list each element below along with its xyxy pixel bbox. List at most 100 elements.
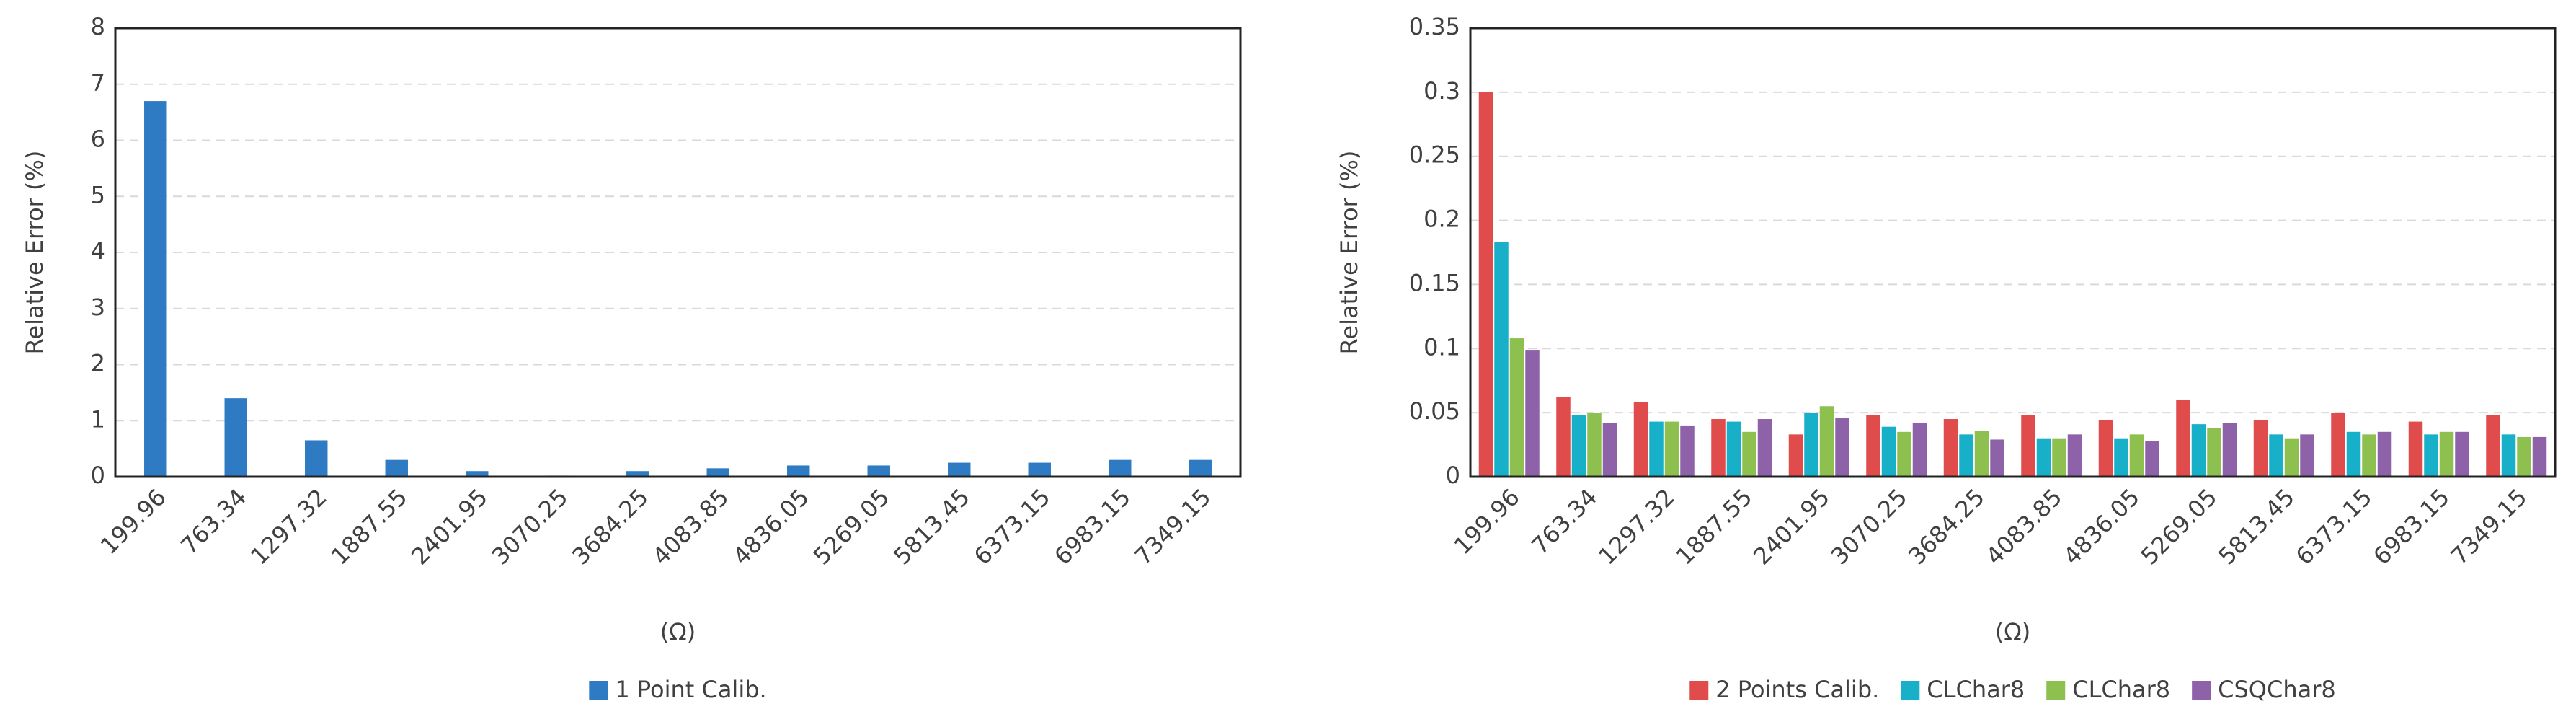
y-tick-label: 4 (91, 237, 105, 265)
bar (2129, 434, 2144, 477)
x-tick-label: 2401.95 (406, 483, 492, 570)
x-tick-label: 3684.25 (567, 483, 653, 570)
y-tick-label: 2 (91, 350, 105, 377)
x-tick-label: 3070.25 (1826, 483, 1912, 570)
y-tick-label: 0.35 (1409, 13, 1460, 40)
x-tick-label: 5813.45 (888, 483, 974, 570)
bar (144, 101, 167, 477)
bar (2284, 438, 2299, 477)
bar (1711, 419, 1726, 477)
x-tick-label: 763.34 (175, 483, 252, 560)
x-tick-label: 4836.05 (2058, 483, 2144, 570)
bar (2269, 434, 2283, 477)
bar (1664, 421, 1679, 477)
x-tick-label: 6373.15 (969, 483, 1055, 570)
legend-label: CLChar8 (2072, 676, 2170, 703)
bar (1109, 459, 1132, 477)
bar (1028, 462, 1051, 477)
x-tick-label: 763.34 (1526, 483, 1602, 560)
bar (2176, 400, 2190, 477)
bar (1788, 434, 1803, 477)
bar (2532, 436, 2547, 477)
bar (1804, 413, 1818, 477)
bar (1943, 419, 1958, 477)
x-tick-label: 1887.55 (326, 483, 412, 570)
y-tick-label: 0.05 (1409, 397, 1460, 425)
bar (2021, 415, 2035, 477)
legend-label: CLChar8 (1927, 676, 2025, 703)
bar (2455, 431, 2469, 477)
legend-swatch (2192, 681, 2211, 700)
bar (2331, 413, 2345, 477)
bar (2052, 438, 2066, 477)
y-tick-label: 3 (91, 294, 105, 321)
y-tick-label: 5 (91, 181, 105, 208)
bar (1912, 423, 1927, 477)
bar (1726, 421, 1741, 477)
bar (626, 471, 649, 477)
x-tick-label: 3684.25 (1903, 483, 1989, 570)
y-tick-label: 0 (91, 462, 105, 489)
y-axis-title: Relative Error (%) (21, 151, 48, 355)
y-tick-label: 0 (1446, 462, 1460, 489)
bar (2424, 434, 2438, 477)
y-tick-label: 0.15 (1409, 269, 1460, 296)
x-tick-label: 5813.45 (2213, 483, 2299, 570)
y-tick-label: 8 (91, 13, 105, 40)
x-tick-label: 4083.85 (647, 483, 734, 570)
bar (1509, 338, 1524, 477)
bar (2253, 420, 2268, 477)
y-tick-label: 6 (91, 125, 105, 153)
x-tick-label: 2401.95 (1748, 483, 1834, 570)
bar (1819, 406, 1834, 477)
bar (1990, 439, 2004, 477)
bar (2067, 434, 2082, 477)
bar (1974, 431, 1989, 477)
bar (1866, 415, 1880, 477)
x-axis-title: (Ω) (660, 618, 696, 646)
legend-label: 2 Points Calib. (1715, 676, 1879, 703)
y-tick-label: 1 (91, 405, 105, 433)
bar (224, 398, 247, 477)
bar (2222, 423, 2237, 477)
x-tick-label: 1297.32 (1593, 483, 1679, 570)
bar (2346, 431, 2361, 477)
bar (2114, 438, 2128, 477)
bar (1649, 421, 1664, 477)
x-tick-label: 5269.05 (808, 483, 894, 570)
bar (2191, 424, 2206, 477)
bar (2486, 415, 2500, 477)
bar (1571, 415, 1586, 477)
bar (1587, 413, 1602, 477)
legend-swatch (1901, 681, 1920, 700)
x-tick-label: 4836.05 (727, 483, 814, 570)
bar (2408, 421, 2423, 477)
bar (2439, 431, 2454, 477)
bar (1680, 425, 1695, 477)
x-tick-label: 1297.32 (245, 483, 332, 570)
plot-frame (114, 27, 1242, 478)
legend-label: CSQChar8 (2218, 676, 2336, 703)
y-tick-label: 0.1 (1424, 333, 1460, 361)
x-tick-label: 199.96 (95, 483, 172, 560)
bar (2517, 436, 2531, 477)
y-tick-label: 7 (91, 69, 105, 97)
legend-label: 1 Point Calib. (615, 676, 766, 703)
x-tick-label: 4083.85 (1981, 483, 2067, 570)
legend-swatch (589, 681, 608, 700)
x-axis-title: (Ω) (1995, 618, 2030, 646)
bar (2300, 434, 2314, 477)
bar (1494, 242, 1509, 477)
bar (305, 440, 328, 477)
bar (1478, 92, 1493, 477)
bar (706, 468, 729, 477)
bar (2207, 428, 2221, 477)
bar (1633, 402, 1648, 477)
bar (2501, 434, 2516, 477)
bar (1189, 459, 1212, 477)
bar (1556, 397, 1571, 477)
x-tick-label: 7349.15 (1129, 483, 1216, 570)
bar (2377, 431, 2392, 477)
bar (1959, 434, 1973, 477)
